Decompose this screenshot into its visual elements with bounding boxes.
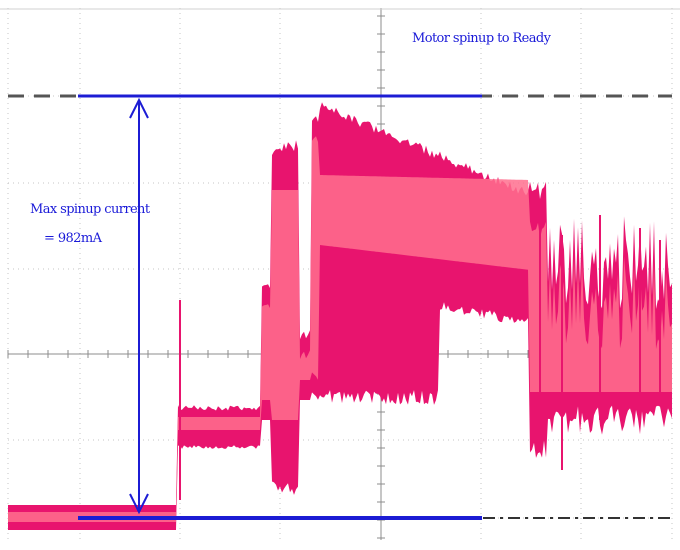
measurement-arrow-head-up bbox=[129, 97, 149, 119]
measurement-arrow-head-down bbox=[129, 493, 149, 515]
chart-title: Motor spinup to Ready bbox=[412, 31, 552, 46]
current-trace bbox=[8, 102, 672, 530]
annotation-line-2: = 982mA bbox=[44, 231, 103, 246]
cursor-markers bbox=[78, 94, 482, 520]
trace-rms-band bbox=[8, 136, 672, 523]
annotation-line-1: Max spinup current bbox=[30, 202, 151, 217]
